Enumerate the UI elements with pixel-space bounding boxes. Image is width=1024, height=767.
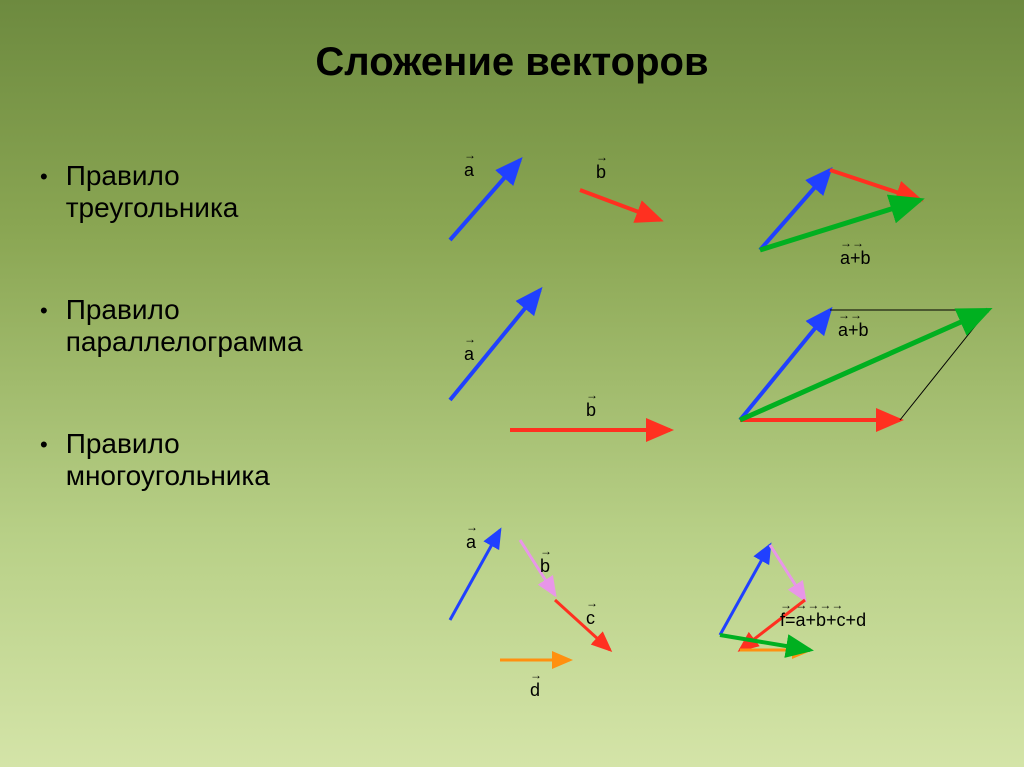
vector-arrow — [740, 310, 830, 420]
vector-diagrams — [0, 0, 1024, 767]
vector-arrow — [450, 160, 520, 240]
vector-arrow — [720, 545, 770, 635]
vector-label: →d — [530, 680, 540, 701]
vector-label: →b — [586, 400, 596, 421]
vector-arrow — [830, 170, 920, 200]
vector-label: →b — [596, 162, 606, 183]
vector-label: →→a+b — [838, 320, 869, 341]
vector-label: →→a+b — [840, 248, 871, 269]
vector-label: →a — [464, 344, 474, 365]
vector-arrow — [900, 310, 988, 420]
vector-arrow — [555, 600, 610, 650]
vector-arrow — [770, 545, 805, 600]
vector-arrow — [580, 190, 660, 220]
vector-label: →c — [586, 608, 595, 629]
vector-label: →a — [464, 160, 474, 181]
vector-arrow — [720, 635, 810, 650]
vector-label: → →→→→f=a+b+c+d — [780, 610, 866, 631]
vector-label: →b — [540, 556, 550, 577]
vector-label: →a — [466, 532, 476, 553]
